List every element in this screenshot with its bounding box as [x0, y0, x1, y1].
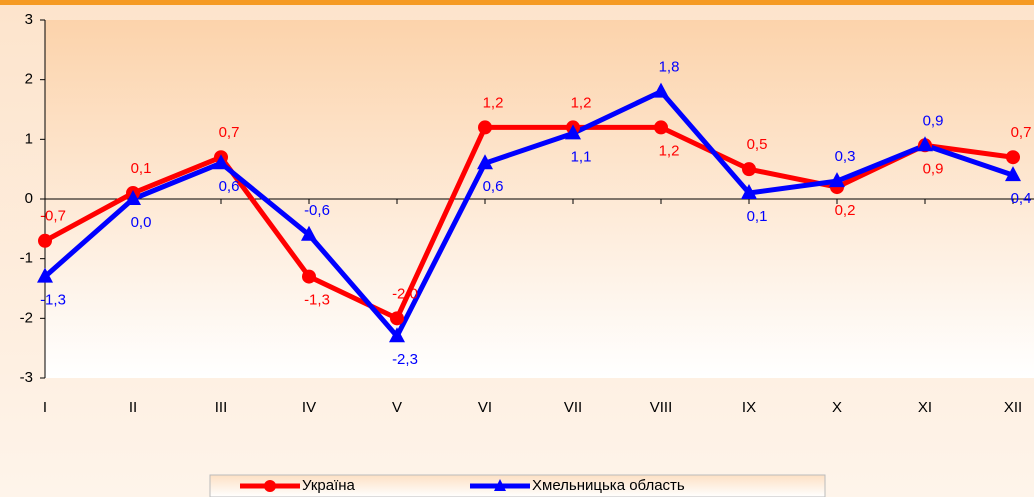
x-tick-label: I: [43, 399, 47, 416]
marker: [213, 154, 229, 170]
data-label: 0,2: [835, 202, 856, 219]
marker: [741, 184, 757, 200]
marker: [301, 225, 317, 241]
data-label: 0,6: [483, 178, 504, 195]
data-label: -1,3: [304, 292, 330, 309]
data-label: 1,8: [659, 59, 680, 76]
marker: [302, 269, 316, 284]
data-label: 0,9: [923, 160, 944, 177]
marker: [654, 120, 668, 135]
data-label: 0,3: [835, 148, 856, 165]
x-tick-label: III: [215, 399, 228, 416]
legend-marker: [264, 480, 276, 492]
marker: [37, 267, 53, 283]
x-tick-label: IV: [302, 399, 316, 416]
data-label: -1,3: [40, 292, 66, 309]
data-label: -2,3: [392, 351, 418, 368]
marker: [917, 136, 933, 152]
x-tick-label: VI: [478, 399, 492, 416]
data-label: 0,7: [219, 124, 240, 141]
marker: [38, 233, 52, 248]
data-label: 0,1: [747, 208, 768, 225]
data-label: 1,2: [571, 94, 592, 111]
marker: [742, 162, 756, 177]
data-label: 0,1: [131, 160, 152, 177]
data-label: 0,6: [219, 178, 240, 195]
legend-marker: [494, 479, 506, 491]
data-label: 1,1: [571, 148, 592, 165]
x-tick-label: XI: [918, 399, 932, 416]
series-line: [43, 124, 1014, 321]
data-label: -2,0: [392, 285, 418, 302]
marker: [389, 327, 405, 343]
x-tick-label: XII: [1004, 399, 1022, 416]
data-label: 1,2: [659, 142, 680, 159]
y-tick-label: -2: [20, 309, 33, 326]
data-label: -0,6: [304, 202, 330, 219]
x-tick-label: IX: [742, 399, 756, 416]
marker: [653, 82, 669, 98]
x-tick-label: II: [129, 399, 137, 416]
marker: [390, 311, 404, 326]
data-label: 0,9: [923, 112, 944, 129]
data-label: 0,4: [1011, 190, 1032, 207]
x-tick-label: VII: [564, 399, 582, 416]
data-label: -0,7: [40, 208, 66, 225]
marker: [125, 190, 141, 205]
x-tick-label: VIII: [650, 399, 673, 416]
y-tick-label: 2: [25, 71, 33, 88]
x-tick-label: V: [392, 399, 402, 416]
legend-label: Хмельницька область: [532, 477, 685, 494]
y-tick-label: 3: [25, 11, 33, 28]
marker: [1005, 166, 1021, 182]
marker: [565, 124, 581, 140]
data-label: 0,5: [747, 136, 768, 153]
marker: [478, 120, 492, 135]
x-tick-label: X: [832, 399, 842, 416]
y-tick-label: -1: [20, 250, 33, 267]
legend-label: Україна: [302, 477, 356, 494]
marker: [1006, 150, 1020, 165]
series-line: [43, 89, 1014, 339]
top-bar: [0, 0, 1034, 5]
y-tick-label: -3: [20, 369, 33, 386]
data-label: 0,7: [1011, 124, 1032, 141]
marker: [477, 154, 493, 170]
data-label: 0,0: [131, 214, 152, 231]
marker: [829, 172, 845, 188]
y-tick-label: 0: [25, 190, 33, 207]
y-tick-label: 1: [25, 130, 33, 147]
data-label: 1,2: [483, 94, 504, 111]
